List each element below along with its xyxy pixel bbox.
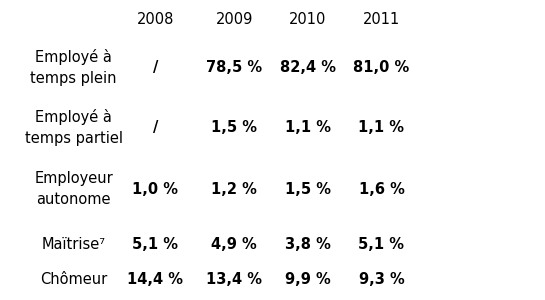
Text: 4,9 %: 4,9 %: [211, 237, 257, 252]
Text: 5,1 %: 5,1 %: [359, 237, 404, 252]
Text: 9,9 %: 9,9 %: [285, 272, 331, 287]
Text: 2010: 2010: [289, 12, 326, 27]
Text: 78,5 %: 78,5 %: [207, 60, 262, 75]
Text: 1,1 %: 1,1 %: [359, 120, 404, 135]
Text: /: /: [153, 60, 158, 75]
Text: 1,6 %: 1,6 %: [359, 182, 404, 196]
Text: 1,5 %: 1,5 %: [211, 120, 257, 135]
Text: 1,2 %: 1,2 %: [211, 182, 257, 196]
Text: Employé à
temps partiel: Employé à temps partiel: [25, 109, 123, 146]
Text: /: /: [153, 120, 158, 135]
Text: 14,4 %: 14,4 %: [128, 272, 183, 287]
Text: 2009: 2009: [216, 12, 253, 27]
Text: 82,4 %: 82,4 %: [280, 60, 336, 75]
Text: Employé à
temps plein: Employé à temps plein: [31, 49, 117, 86]
Text: Maïtrise⁷: Maïtrise⁷: [41, 237, 106, 252]
Text: 1,5 %: 1,5 %: [285, 182, 331, 196]
Text: Employeur
autonome: Employeur autonome: [34, 171, 113, 207]
Text: 81,0 %: 81,0 %: [353, 60, 410, 75]
Text: 3,8 %: 3,8 %: [285, 237, 331, 252]
Text: 2011: 2011: [363, 12, 400, 27]
Text: 5,1 %: 5,1 %: [132, 237, 178, 252]
Text: 13,4 %: 13,4 %: [207, 272, 262, 287]
Text: 1,0 %: 1,0 %: [132, 182, 178, 196]
Text: Chômeur: Chômeur: [40, 272, 107, 287]
Text: 9,3 %: 9,3 %: [359, 272, 404, 287]
Text: 1,1 %: 1,1 %: [285, 120, 331, 135]
Text: 2008: 2008: [137, 12, 174, 27]
